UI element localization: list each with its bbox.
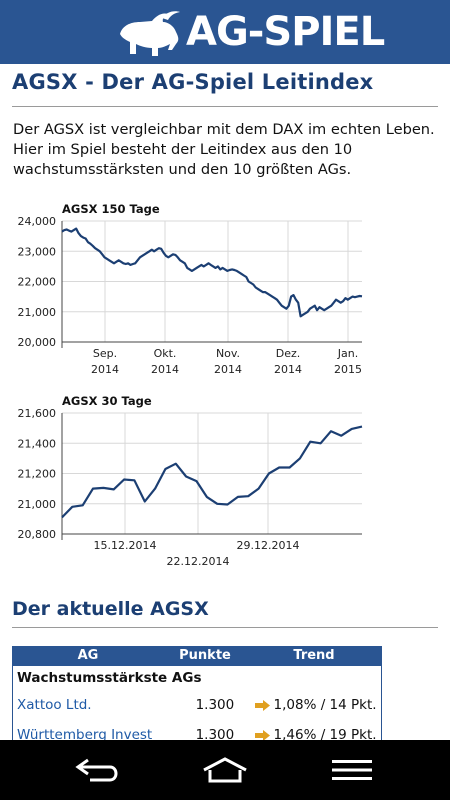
app-logo-text: AG-SPIEL	[186, 9, 385, 55]
chart-150-days: 24,000 23,000 22,000 21,000 20,000 Sep. 2014 Ok…	[18, 215, 363, 376]
points-value: 1.300	[195, 727, 235, 740]
table-row: Württemberg Invest 1.300 1,46% / 19 Pkt.	[13, 720, 381, 740]
y-tick-label: 23,000	[18, 245, 57, 258]
app-header: AG-SPIEL	[0, 0, 450, 64]
menu-button[interactable]	[322, 752, 382, 788]
x-tick-label: 29.12.2014	[237, 539, 300, 552]
home-button[interactable]	[195, 752, 255, 788]
trend-value: 1,46% / 19 Pkt.	[273, 727, 377, 740]
table-header: AG Punkte Trend	[13, 646, 381, 666]
system-nav-bar	[0, 740, 450, 800]
x-tick-label: Sep.	[93, 347, 117, 360]
x-tick-label: Okt.	[154, 347, 177, 360]
page-title: AGSX - Der AG-Spiel Leitindex	[12, 70, 374, 94]
x-tick-label: Dez.	[276, 347, 301, 360]
x-tick-label: 2014	[214, 363, 242, 376]
trend-up-arrow-icon	[254, 729, 270, 740]
header-punkte: Punkte	[179, 648, 231, 663]
chart-30-days: 21,600 21,400 21,200 21,000 20,800 15.12.2014…	[18, 407, 363, 568]
table-row: Xattoo Ltd. 1.300 1,08% / 14 Pkt.	[13, 690, 381, 720]
table-group-label: Wachstumsstärkste AGs	[17, 670, 202, 686]
home-icon	[203, 757, 247, 783]
series-line	[61, 425, 363, 519]
chart-30-title: AGSX 30 Tage	[62, 394, 152, 408]
back-icon	[75, 758, 118, 782]
y-tick-label: 21,600	[18, 407, 57, 420]
series-line	[61, 227, 363, 318]
company-link[interactable]: Xattoo Ltd.	[17, 697, 92, 713]
x-tick-label: 22.12.2014	[167, 555, 230, 568]
title-divider	[12, 106, 438, 107]
x-tick-label: 2015	[334, 363, 362, 376]
x-tick-label: 2014	[151, 363, 179, 376]
bull-logo-icon	[120, 11, 180, 57]
x-tick-label: 2014	[274, 363, 302, 376]
y-tick-label: 20,800	[18, 528, 57, 541]
company-link[interactable]: Württemberg Invest	[17, 727, 153, 740]
back-button[interactable]	[68, 752, 128, 788]
x-tick-label: 15.12.2014	[94, 539, 157, 552]
y-tick-label: 21,000	[18, 498, 57, 511]
trend-cell: 1,08% / 14 Pkt.	[249, 697, 381, 713]
trend-cell: 1,46% / 19 Pkt.	[249, 727, 381, 740]
trend-up-arrow-icon	[254, 699, 270, 711]
y-tick-label: 24,000	[18, 215, 57, 228]
x-tick-label: Jan.	[337, 347, 358, 360]
y-tick-label: 22,000	[18, 276, 57, 289]
y-tick-label: 21,400	[18, 437, 57, 450]
menu-icon	[332, 760, 372, 780]
trend-value: 1,08% / 14 Pkt.	[273, 697, 377, 713]
y-tick-label: 21,000	[18, 306, 57, 319]
intro-text: Der AGSX ist vergleichbar mit dem DAX im…	[13, 121, 435, 178]
section-title: Der aktuelle AGSX	[12, 598, 209, 620]
y-tick-label: 20,000	[18, 336, 57, 349]
section-divider	[12, 627, 438, 628]
header-trend: Trend	[293, 648, 335, 663]
header-ag: AG	[77, 648, 99, 663]
main-content[interactable]: AGSX - Der AG-Spiel Leitindex Der AGSX i…	[0, 64, 450, 740]
chart-150-title: AGSX 150 Tage	[62, 202, 160, 216]
y-tick-label: 21,200	[18, 468, 57, 481]
x-tick-label: 2014	[91, 363, 119, 376]
agsx-table: AG Punkte Trend Wachstumsstärkste AGs Xa…	[12, 646, 382, 740]
points-value: 1.300	[195, 697, 235, 713]
x-tick-label: Nov.	[216, 347, 240, 360]
